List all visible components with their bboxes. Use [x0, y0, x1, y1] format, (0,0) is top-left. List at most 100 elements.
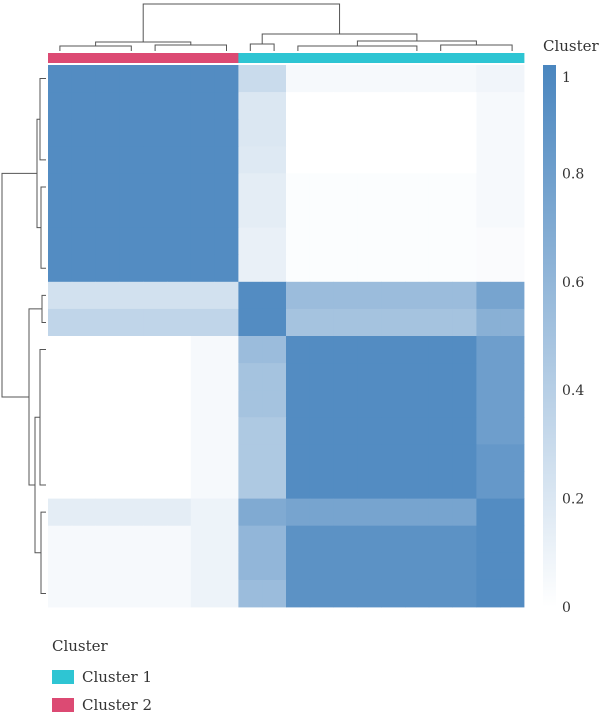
heatmap-cell	[405, 336, 430, 364]
legend-label-cluster-1: Cluster 1	[82, 668, 153, 686]
dendrogram-link	[261, 33, 418, 44]
heatmap-cell	[333, 417, 358, 445]
heatmap-cell	[357, 417, 382, 445]
heatmap-cell	[48, 471, 73, 499]
heatmap-cell	[309, 200, 334, 228]
heatmap-cell	[428, 417, 453, 445]
heatmap-cell	[357, 281, 382, 310]
heatmap-cell	[452, 254, 477, 283]
heatmap-cell	[214, 498, 239, 527]
heatmap-cell	[119, 119, 144, 147]
heatmap-cell	[286, 92, 311, 120]
heatmap-cell	[333, 552, 358, 581]
heatmap-cell	[95, 281, 120, 310]
heatmap-cell	[238, 417, 263, 445]
heatmap-cell	[500, 552, 525, 581]
heatmap-cell	[286, 444, 311, 472]
heatmap-cell	[286, 308, 311, 337]
dendrogram-link	[40, 186, 46, 269]
heatmap-cell	[262, 525, 287, 554]
heatmap-cell	[119, 579, 144, 608]
heatmap-cell	[452, 92, 477, 120]
heatmap-cell	[48, 119, 73, 147]
heatmap-cell	[500, 390, 525, 418]
heatmap-cell	[405, 498, 430, 527]
heatmap-cell	[405, 254, 430, 283]
heatmap-cell	[428, 200, 453, 228]
colorbar-tick-label: 1	[562, 70, 571, 86]
heatmap-cell	[119, 92, 144, 120]
heatmap-cell	[119, 281, 144, 310]
heatmap-cell	[357, 254, 382, 283]
heatmap-cell	[143, 146, 168, 174]
heatmap-cell	[119, 146, 144, 174]
heatmap-cell	[476, 200, 501, 228]
heatmap-cell	[286, 390, 311, 418]
heatmap-cell	[262, 146, 287, 174]
heatmap-cell	[333, 92, 358, 120]
heatmap-cell	[476, 281, 501, 310]
legend-item-cluster-2: Cluster 2	[52, 696, 152, 714]
heatmap-cell	[428, 146, 453, 174]
heatmap-cell	[262, 254, 287, 283]
heatmap-cell	[190, 417, 215, 445]
annotation-cell	[286, 53, 311, 63]
heatmap-cell	[190, 173, 215, 201]
heatmap-cell	[405, 444, 430, 472]
heatmap-cell	[500, 579, 525, 608]
heatmap-cell	[476, 146, 501, 174]
legend-swatch-cluster-1	[52, 670, 74, 684]
annotation-cell	[262, 53, 287, 63]
heatmap-cell	[167, 552, 192, 581]
heatmap-cell	[333, 146, 358, 174]
heatmap-cell	[71, 525, 96, 554]
heatmap-cell	[167, 146, 192, 174]
heatmap-cell	[405, 471, 430, 499]
heatmap-cell	[262, 471, 287, 499]
heatmap-cell	[357, 227, 382, 256]
consensus-heatmap-chart: Cluster 1 0.8 0.6 0.4 0.2 0	[1, 3, 600, 616]
legend-title: Cluster	[52, 637, 108, 655]
heatmap-cell	[143, 390, 168, 418]
dendrogram-link	[59, 45, 132, 51]
heatmap-cell	[500, 227, 525, 256]
heatmap-cell	[357, 336, 382, 364]
heatmap-cell	[143, 363, 168, 391]
heatmap-cell	[333, 281, 358, 310]
dendrogram-link	[40, 511, 46, 594]
heatmap-cell	[381, 336, 406, 364]
heatmap-cell	[238, 552, 263, 581]
annotation-cell	[405, 53, 430, 63]
heatmap-cell	[71, 173, 96, 201]
heatmap-cell	[262, 227, 287, 256]
dendrogram-link	[39, 349, 46, 486]
heatmap-cell	[357, 92, 382, 120]
dendrogram-link	[41, 294, 46, 323]
annotation-cell	[190, 53, 215, 63]
heatmap-cell	[167, 308, 192, 337]
heatmap-cell	[262, 200, 287, 228]
heatmap-cell	[476, 119, 501, 147]
heatmap-cell	[214, 471, 239, 499]
heatmap-cell	[143, 200, 168, 228]
heatmap-cell	[143, 308, 168, 337]
annotation-cell	[309, 53, 334, 63]
heatmap-cell	[309, 146, 334, 174]
dendrogram-link	[154, 44, 227, 51]
heatmap-cell	[119, 417, 144, 445]
annotation-cell	[238, 53, 263, 63]
heatmap-cell	[238, 146, 263, 174]
heatmap-cell	[48, 498, 73, 527]
heatmap-cell	[428, 65, 453, 93]
heatmap-cell	[190, 390, 215, 418]
heatmap-cell	[190, 336, 215, 364]
heatmap-cell	[48, 390, 73, 418]
heatmap-cell	[286, 227, 311, 256]
heatmap-cell	[428, 281, 453, 310]
heatmap-cell	[286, 498, 311, 527]
heatmap-cell	[95, 254, 120, 283]
heatmap-cell	[405, 281, 430, 310]
heatmap-cell	[405, 363, 430, 391]
heatmap-cell	[452, 146, 477, 174]
annotation-cell	[357, 53, 382, 63]
